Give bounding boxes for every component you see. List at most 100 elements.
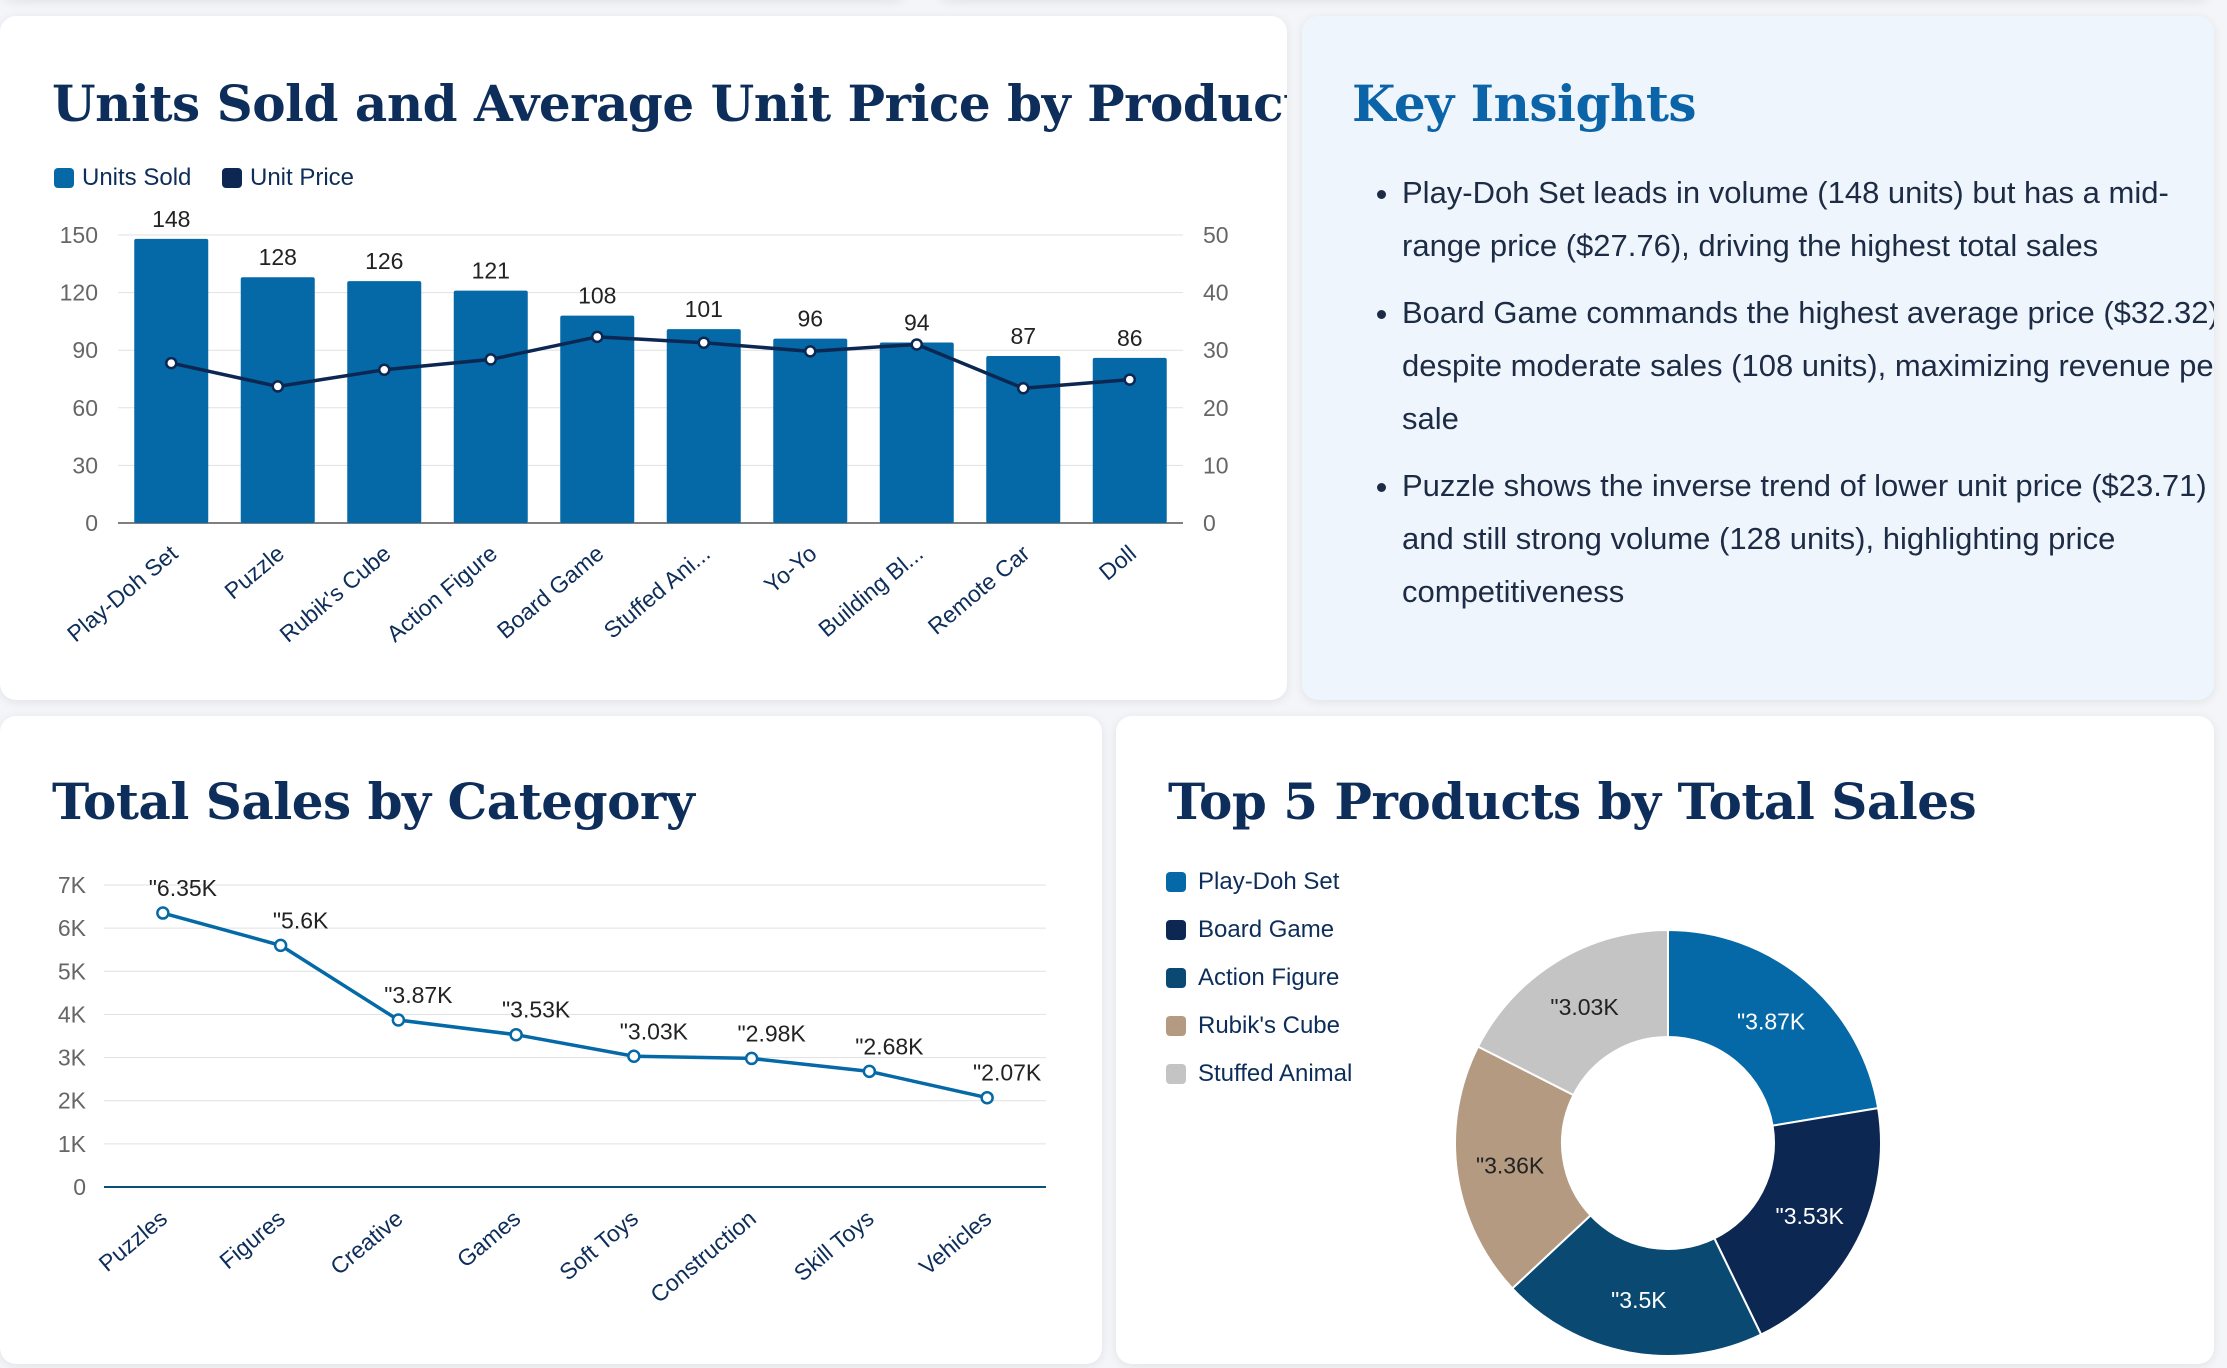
unit-price-point bbox=[910, 338, 923, 351]
sales-data-label: "2.68K bbox=[855, 1033, 924, 1059]
sales-point bbox=[156, 906, 170, 920]
donut-slice bbox=[1510, 1213, 1763, 1357]
sales-point bbox=[391, 1013, 406, 1027]
x-tick-label: Stuffed Ani... bbox=[599, 540, 715, 643]
bar-data-label: 128 bbox=[259, 244, 297, 270]
unit-price-point bbox=[804, 345, 817, 358]
y-left-tick-label: 60 bbox=[72, 395, 98, 421]
donut-slice bbox=[1476, 928, 1669, 1097]
bar-data-label: 87 bbox=[1010, 323, 1036, 349]
unit-price-swatch bbox=[222, 168, 242, 188]
unit-price-point bbox=[1017, 381, 1030, 395]
sales-point bbox=[744, 1051, 759, 1066]
legend-swatch-3 bbox=[1166, 968, 1186, 988]
insights-card: Key Insights Play-Doh Set leads in volum… bbox=[1302, 16, 2214, 700]
donut-legend-item-4[interactable]: Rubik's Cube bbox=[1166, 1002, 1352, 1050]
sales-point bbox=[273, 938, 288, 953]
donut-slice bbox=[1713, 1106, 1882, 1336]
x-tick-label: Figures bbox=[214, 1205, 289, 1274]
insights-title: Key Insights bbox=[1352, 74, 1697, 133]
donut-legend-label-4: Rubik's Cube bbox=[1198, 1012, 1340, 1039]
x-tick-label: Yo-Yo bbox=[759, 540, 821, 598]
donut-slice bbox=[1667, 928, 1880, 1127]
y-tick-label: 1K bbox=[58, 1131, 87, 1157]
bar-units-sold bbox=[134, 238, 209, 523]
y-tick-label: 4K bbox=[58, 1001, 87, 1027]
units-sold-swatch bbox=[54, 168, 74, 188]
bar-data-label: 121 bbox=[472, 258, 510, 284]
x-tick-label: Games bbox=[452, 1205, 526, 1273]
sales-data-label: "2.98K bbox=[737, 1020, 806, 1046]
units-legend-unit-price[interactable]: Unit Price bbox=[222, 164, 354, 192]
sales-point bbox=[627, 1049, 641, 1064]
donut-legend-label-1: Play-Doh Set bbox=[1198, 868, 1340, 895]
y-left-tick-label: 120 bbox=[60, 280, 98, 306]
x-tick-label: Puzzle bbox=[219, 540, 289, 604]
insight-bullet-3: Puzzle shows the inverse trend of lower … bbox=[1402, 459, 2214, 618]
donut-legend-label-5: Stuffed Animal bbox=[1198, 1060, 1353, 1087]
bar-data-label: 96 bbox=[797, 306, 823, 332]
y-right-tick-label: 20 bbox=[1203, 395, 1229, 421]
unit-price-point bbox=[591, 330, 604, 344]
units-sold-legend-label: Units Sold bbox=[82, 164, 192, 191]
y-right-tick-label: 40 bbox=[1203, 280, 1229, 306]
unit-price-point bbox=[378, 363, 391, 377]
y-tick-label: 5K bbox=[58, 958, 87, 984]
sales-data-label: "3.87K bbox=[384, 982, 453, 1008]
donut-legend-item-3[interactable]: Action Figure bbox=[1166, 954, 1352, 1002]
y-tick-label: 3K bbox=[58, 1045, 87, 1071]
unit-price-point bbox=[165, 356, 178, 370]
units-chart-svg: 0 30 60 90 120 150 0 10 20 30 40 50 148 Play-Doh Set 1… bbox=[60, 206, 1229, 647]
legend-swatch-1 bbox=[1166, 872, 1186, 892]
y-left-tick-label: 150 bbox=[60, 222, 98, 248]
x-tick-label: Soft Toys bbox=[554, 1205, 643, 1285]
bar-units-sold bbox=[773, 338, 848, 523]
x-tick-label: Construction bbox=[645, 1205, 761, 1308]
donut-data-label: "3.36K bbox=[1476, 1152, 1545, 1178]
category-chart-svg: 0 1K 2K 3K 4K 5K 6K 7K "6.35K Puzzles "5.6K Figures… bbox=[58, 872, 1046, 1308]
donut-legend: Play-Doh Set Board Game Action Figure Ru… bbox=[1166, 858, 1352, 1098]
sales-data-label: "3.53K bbox=[502, 997, 571, 1023]
unit-price-point bbox=[697, 336, 710, 349]
donut-legend-item-5[interactable]: Stuffed Animal bbox=[1166, 1050, 1352, 1098]
bar-units-sold bbox=[1092, 357, 1167, 523]
donut-legend-item-2[interactable]: Board Game bbox=[1166, 906, 1352, 954]
y-right-tick-label: 50 bbox=[1203, 222, 1229, 248]
bar-data-label: 148 bbox=[152, 206, 190, 232]
bar-data-label: 108 bbox=[578, 283, 616, 309]
bar-data-label: 94 bbox=[904, 310, 930, 336]
sales-line bbox=[162, 911, 988, 1100]
category-chart-card: Total Sales by Category 0 1K 2K 3K 4K 5K 6K 7K "… bbox=[0, 716, 1102, 1364]
legend-swatch-4 bbox=[1166, 1016, 1186, 1036]
sales-point bbox=[862, 1064, 877, 1079]
x-tick-label: Creative bbox=[325, 1205, 407, 1280]
y-right-tick-label: 10 bbox=[1203, 452, 1229, 478]
donut-legend-label-2: Board Game bbox=[1198, 916, 1335, 943]
y-left-tick-label: 0 bbox=[85, 510, 98, 536]
units-legend-units-sold[interactable]: Units Sold bbox=[54, 164, 191, 192]
bar-units-sold bbox=[347, 281, 422, 523]
donut-data-label: "3.87K bbox=[1737, 1008, 1806, 1034]
donut-legend-item-1[interactable]: Play-Doh Set bbox=[1166, 858, 1352, 906]
units-chart-title: Units Sold and Average Unit Price by Pro… bbox=[52, 74, 1287, 133]
units-chart-card: Units Sold and Average Unit Price by Pro… bbox=[0, 16, 1287, 700]
donut-data-label: "3.5K bbox=[1611, 1287, 1667, 1313]
insights-list: Play-Doh Set leads in volume (148 units)… bbox=[1354, 166, 2214, 632]
unit-price-point bbox=[484, 353, 497, 366]
donut-chart-card: Top 5 Products by Total Sales Play-Doh S… bbox=[1116, 716, 2214, 1364]
x-tick-label: Vehicles bbox=[914, 1205, 996, 1280]
bar-units-sold bbox=[560, 315, 635, 523]
bar-units-sold bbox=[240, 277, 315, 523]
bar-units-sold bbox=[666, 329, 741, 523]
sales-data-label: "3.03K bbox=[620, 1018, 689, 1044]
x-tick-label: Action Figure bbox=[381, 540, 502, 647]
x-tick-label: Rubik's Cube bbox=[275, 540, 396, 647]
unit-price-point bbox=[271, 380, 284, 393]
sales-data-label: "2.07K bbox=[973, 1060, 1042, 1086]
donut-chart-svg: "3.87K "3.53K "3.5K "3.36K "3.03K bbox=[1454, 928, 1882, 1357]
bar-units-sold bbox=[986, 355, 1061, 523]
y-tick-label: 2K bbox=[58, 1088, 87, 1114]
x-tick-label: Remote Car bbox=[923, 540, 1035, 640]
unit-price-line bbox=[170, 335, 1130, 390]
bar-units-sold bbox=[879, 342, 954, 523]
